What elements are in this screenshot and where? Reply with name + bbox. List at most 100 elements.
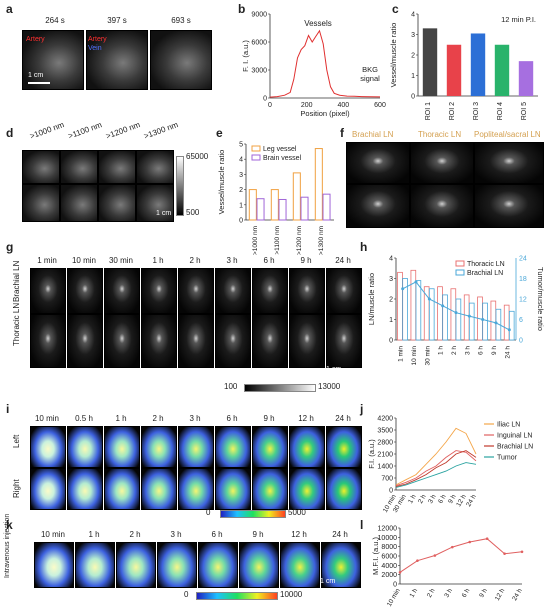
bar-thoracic-ln [503,304,510,341]
y-tick-label: 0 [239,218,243,225]
i-time-label: 24 h [335,414,351,423]
colorbar-d [176,156,184,216]
x-tick-label: 3 h [443,587,454,599]
i-image [67,468,103,510]
y2-tick-label: 18 [519,276,527,283]
tumor-point [414,280,418,284]
g-image [178,268,214,314]
i-image [215,468,251,510]
k-time-label: 2 h [129,530,141,539]
artery-label-2: Artery [88,36,107,43]
g-time-label: 1 h [152,256,164,265]
i-image [289,426,325,468]
y-tick-label: 2000 [381,572,397,579]
vessel-image-264s [22,30,84,90]
bar-brain-vessel [256,198,265,221]
y-tick-label: 2800 [377,440,393,447]
f-image-thoracic-top [410,142,474,184]
filter-image-1200-brain [98,184,136,222]
g-image [30,268,66,314]
f-image-brachial-bottom [346,184,410,228]
f-title-thoracic: Thoracic LN [418,130,462,139]
x-tick-label: 10 min [382,493,398,514]
i-time-label: 12 h [298,414,314,423]
y-tick-label: 8000 [381,544,397,551]
bar-roi-4 [494,44,510,96]
filter-image-1300-leg [136,150,174,184]
y-tick-label: 1 [411,73,415,80]
line-tumor [395,462,477,488]
g-image [215,268,251,314]
x-tick-label: ROI 3 [473,102,480,120]
bar-brain-vessel [300,196,309,221]
i-image [30,468,66,510]
i-time-label: 10 min [34,414,59,423]
i-image [67,426,103,468]
bar-brachial-ln [495,308,502,341]
filter-image-1100-brain [60,184,98,222]
colorbar-g [244,384,316,392]
y-tick-label: 2 [411,53,415,60]
g-time-label: 2 h [189,256,201,265]
x-tick-label: 9 h [447,493,458,505]
i-time-label: 3 h [189,414,201,423]
bar-brachial-ln [468,302,475,341]
cb-max-k: 10000 [280,590,303,599]
scale-label-g: 1 cm [326,366,342,373]
tumor-point [507,328,511,332]
g-image [67,314,103,368]
bar-roi-1 [422,28,438,97]
x-tick-label: 3 h [464,346,471,355]
g-image [252,268,288,314]
mfi-point [468,540,472,544]
y-tick-label: 2 [239,187,243,194]
mfi-point [416,559,419,562]
panel-label-k: k [6,518,13,532]
cb-max-i: 5000 [288,508,306,517]
bar-roi-3 [470,33,486,96]
i-time-label: 9 h [263,414,275,423]
tumor-point [427,297,431,301]
panel-label-c: c [392,2,399,16]
y-tick-label: 4 [411,12,415,19]
tumor-point [494,321,498,325]
f-title-popliteal: Popliteal/sacral LN [474,130,541,139]
cb-max-g: 13000 [318,382,341,391]
y-tick-label: 2100 [377,452,393,459]
cb-min-i: 0 [206,508,211,517]
bar-leg-vessel [270,189,279,221]
colorbar-k [196,592,278,600]
bar-thoracic-ln [410,269,417,341]
g-image [215,314,251,368]
x-tick-label: 2 h [417,493,428,505]
y-tick-label: 3500 [377,428,393,435]
x-tick-label: 10 min [386,587,402,608]
x-tick-label: >1100 nm [274,226,281,255]
panel-label-h: h [360,240,368,254]
y-tick-label: 12000 [378,526,398,533]
y-tick-label: 0 [389,338,393,345]
legend-label: Inguinal LN [497,433,532,440]
legend-label: Tumor [497,455,518,462]
g-time-label: 9 h [300,256,312,265]
i-image [141,426,177,468]
annotation-vessels: Vessels [304,19,332,28]
g-image [289,314,325,368]
panel-label-j: j [360,402,364,416]
y-axis-label: LN/muscle ratio [367,273,376,325]
x-tick-label: 1 h [409,587,420,599]
legend-swatch [455,260,465,267]
bar-brachial-ln [442,294,448,341]
time-label-a-3: 693 s [171,16,191,25]
scale-label-a: 1 cm [28,72,44,79]
i-time-label: 1 h [115,414,127,423]
x-tick-label: 400 [337,102,349,109]
y-tick-label: 4 [239,157,243,164]
g-time-label: 3 h [226,256,238,265]
i-image [30,426,66,468]
x-tick-label: ROI 2 [449,102,456,120]
k-time-label: 6 h [211,530,223,539]
i-row-right: Right [12,479,21,498]
x-tick-label: 6 h [437,493,448,505]
x-tick-label: ROI 5 [521,102,528,120]
